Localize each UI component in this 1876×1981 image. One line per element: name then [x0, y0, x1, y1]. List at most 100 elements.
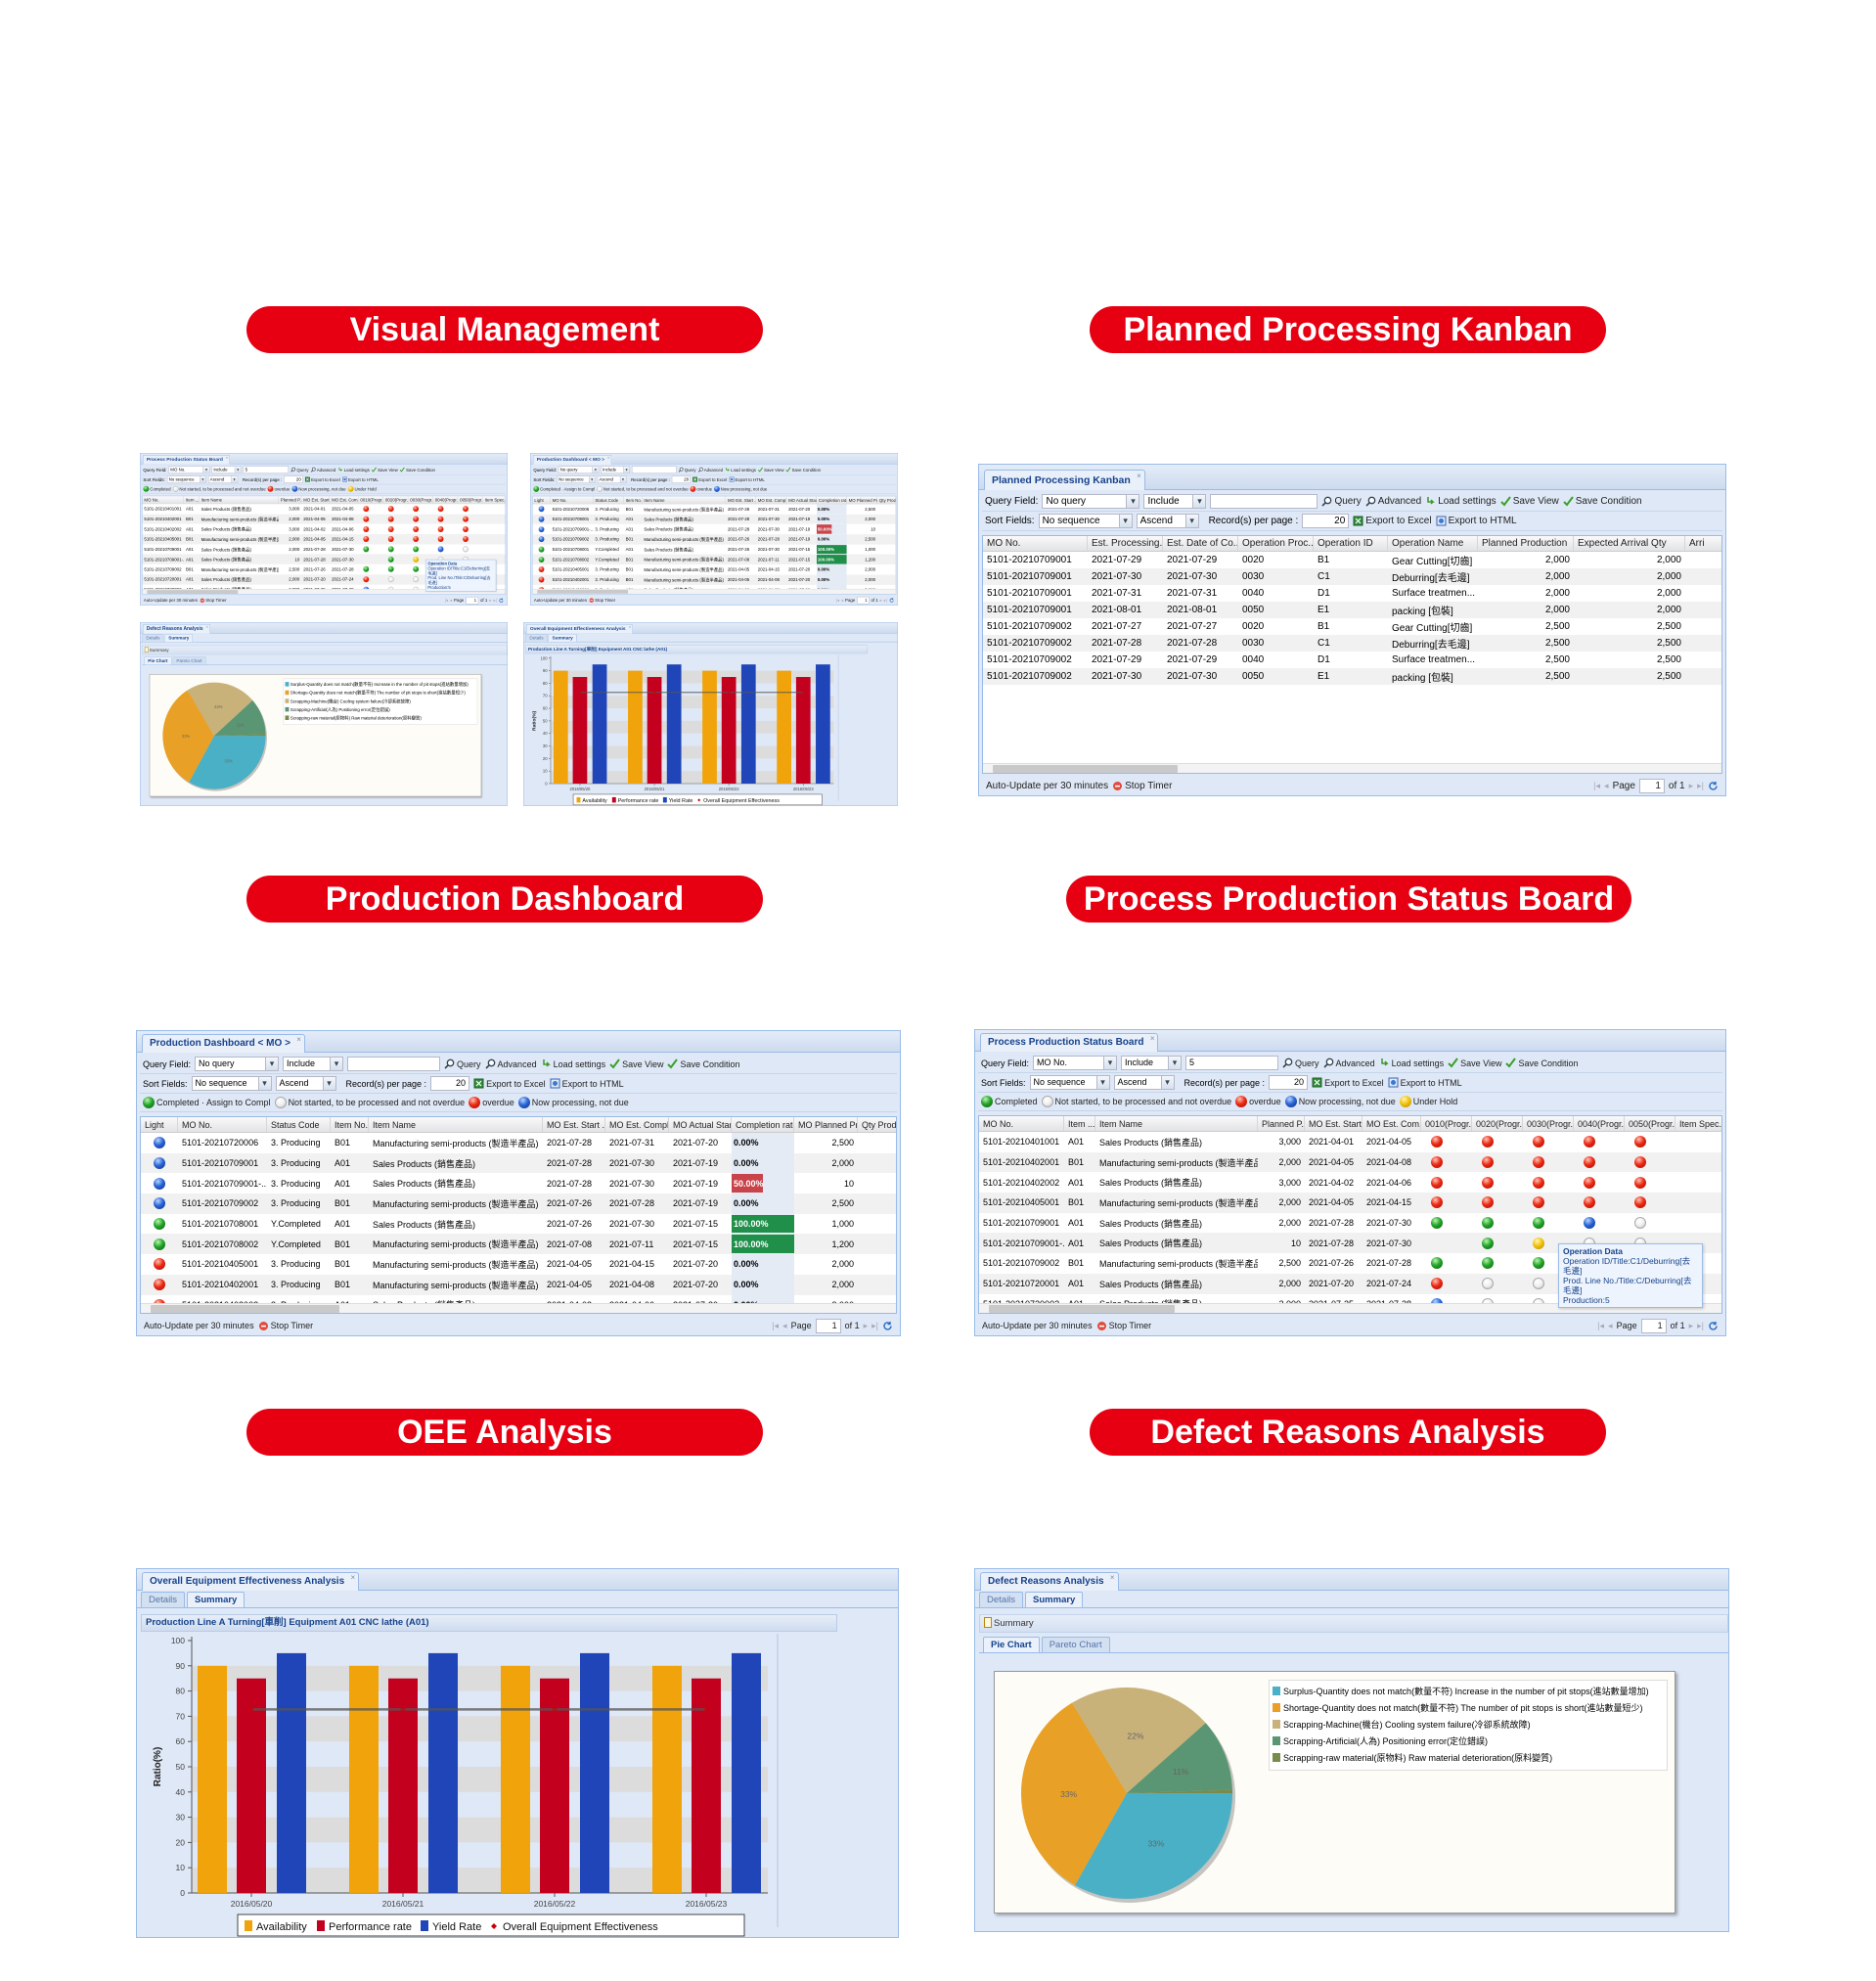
tab-production-dashboard[interactable]: Production Dashboard < MO > ×	[142, 1034, 305, 1053]
column-header[interactable]: Arri	[1685, 536, 1721, 551]
red-light-icon[interactable]	[1482, 1176, 1494, 1189]
last-page-icon[interactable]: ▸|	[883, 597, 888, 603]
records-per-page-input[interactable]: 20	[671, 475, 692, 483]
blue-light-icon[interactable]	[1431, 1297, 1443, 1303]
red-light-icon[interactable]	[1634, 1136, 1646, 1148]
green-light-icon[interactable]	[1431, 1257, 1443, 1270]
table-row[interactable]: 5101-20210709002 3. Producing B01 Manufactu…	[141, 1193, 896, 1214]
blue-light-icon[interactable]	[1584, 1217, 1595, 1230]
tab-pareto-chart[interactable]: Pareto Chart	[172, 656, 206, 665]
white-light-icon[interactable]	[387, 586, 394, 590]
table-row[interactable]: 5101-20210709001-... A01 Sales Products (銷…	[142, 554, 506, 564]
advanced-button[interactable]: Advanced	[1322, 1058, 1375, 1068]
export-html-button[interactable]: Export to HTML	[550, 1078, 624, 1089]
column-header[interactable]: Light	[532, 496, 551, 504]
table-row[interactable]: 5101-20210401001 A01 Sales Products (銷售產品)…	[142, 504, 505, 514]
tab-defect-reasons-analysis[interactable]: Defect Reasons Analysis ×	[980, 1572, 1119, 1591]
table-row[interactable]: 5101-20210709001 2021-08-01 2021-08-01 0050…	[983, 602, 1721, 618]
next-page-icon[interactable]: ▸	[489, 597, 492, 603]
advanced-button[interactable]: Advanced	[310, 467, 335, 473]
table-row[interactable]: 5101-20210720001 A01 Sales Products (銷售產品)…	[979, 1273, 1721, 1294]
table-row[interactable]: 5101-20210405001 3. Producing B01 Manufactu…	[141, 1254, 896, 1275]
export-html-button[interactable]: Export to HTML	[1388, 1077, 1462, 1088]
column-header[interactable]: Qty Prod	[878, 497, 896, 503]
table-row[interactable]: 5101-20210402001 B01 Manufacturing semi-pr…	[142, 514, 506, 524]
red-light-icon[interactable]	[1431, 1176, 1443, 1189]
table-row[interactable]: 5101-20210405001 B01 Manufacturing semi-pr…	[979, 1193, 1721, 1213]
scrollbar-thumb[interactable]	[993, 765, 1178, 773]
red-light-icon[interactable]	[1533, 1156, 1544, 1169]
save-condition-button[interactable]: Save Condition	[399, 467, 435, 473]
red-light-icon[interactable]	[363, 525, 370, 532]
table-row[interactable]: 5101-20210709001 A01 Sales Products (銷售產品)…	[142, 544, 505, 554]
column-header[interactable]: MO Actual Star...	[788, 496, 817, 504]
refresh-icon[interactable]	[889, 598, 894, 603]
column-header[interactable]: Completion rate	[818, 496, 847, 504]
tab-planned-processing-kanban[interactable]: Planned Processing Kanban ×	[984, 470, 1145, 490]
white-light-icon[interactable]	[1533, 1278, 1544, 1290]
red-light-icon[interactable]	[437, 525, 444, 532]
tab-details[interactable]: Details	[979, 1592, 1024, 1607]
query-button[interactable]: Query	[1282, 1058, 1319, 1068]
save-condition-button[interactable]: Save Condition	[785, 467, 821, 473]
page-number-input[interactable]: 1	[466, 596, 479, 605]
sort-order-select[interactable]: Ascend	[1136, 514, 1199, 528]
prev-page-icon[interactable]: ◂	[449, 597, 453, 603]
table-row[interactable]: 5101-20210709002 2021-07-29 2021-07-29 0040…	[983, 652, 1721, 668]
load-settings-button[interactable]: Load settings	[1379, 1058, 1444, 1068]
load-settings-button[interactable]: Load settings	[725, 467, 756, 473]
tab-process-production-status-board[interactable]: Process Production Status Board ×	[980, 1033, 1159, 1052]
column-header[interactable]: MO Est. Start ...	[728, 496, 756, 504]
red-light-icon[interactable]	[363, 536, 370, 543]
column-header[interactable]: MO Est. Start ...	[543, 1117, 605, 1132]
red-light-icon[interactable]	[463, 516, 469, 522]
green-light-icon[interactable]	[413, 546, 420, 553]
prev-page-icon[interactable]: ◂	[782, 1320, 787, 1330]
red-light-icon[interactable]	[387, 536, 394, 543]
scrollbar-thumb[interactable]	[989, 1305, 1175, 1313]
red-light-icon[interactable]	[463, 506, 469, 513]
column-header[interactable]: 0040(Progr...	[434, 496, 459, 504]
column-header[interactable]: MO Planned Pr...	[848, 496, 877, 504]
column-header[interactable]: MO Actual Star...	[669, 1117, 732, 1132]
table-row[interactable]: 5101-20210402002 A01 Sales Products (銷售產品)…	[979, 1172, 1721, 1193]
query-value-input[interactable]	[631, 466, 677, 473]
sort-order-select[interactable]: Ascend	[1113, 1075, 1175, 1090]
close-tab-icon[interactable]: ×	[606, 455, 610, 460]
red-light-icon[interactable]	[387, 525, 394, 532]
query-field-select[interactable]: No query	[558, 466, 600, 473]
green-light-icon[interactable]	[387, 566, 394, 572]
stop-timer-button[interactable]: Stop Timer	[1096, 1321, 1151, 1331]
export-html-button[interactable]: Export to HTML	[1436, 516, 1517, 526]
red-light-icon[interactable]	[1634, 1196, 1646, 1209]
column-header[interactable]: MO Est. Compl...	[605, 1117, 669, 1132]
query-field-select[interactable]: MO No.	[168, 466, 210, 473]
tab-pie-chart[interactable]: Pie Chart	[983, 1637, 1040, 1652]
table-row[interactable]: 5101-20210708002 Y.Completed B01 Manufactur…	[141, 1234, 896, 1255]
last-page-icon[interactable]: ▸|	[871, 1320, 878, 1330]
tab-defect-reasons-analysis[interactable]: Defect Reasons Analysis ×	[142, 624, 210, 634]
red-light-icon[interactable]	[1482, 1196, 1494, 1209]
table-row[interactable]: 5101-20210709002 B01 Manufacturing semi-pr…	[142, 564, 505, 574]
blue-light-icon[interactable]	[437, 546, 444, 553]
column-header[interactable]: 0020(Progr...	[1472, 1116, 1523, 1131]
tab-oee-analysis[interactable]: Overall Equipment Effectiveness Analysis…	[525, 623, 634, 634]
sort-field-select[interactable]: No sequence	[557, 475, 596, 483]
first-page-icon[interactable]: |◂	[772, 1320, 780, 1330]
column-header[interactable]: Item Name	[1095, 1116, 1258, 1131]
table-row[interactable]: 5101-20210708001 Y.Completed A01 Sales Prod…	[532, 544, 895, 555]
green-light-icon[interactable]	[1431, 1217, 1443, 1230]
green-light-icon[interactable]	[363, 566, 370, 572]
white-light-icon[interactable]	[1482, 1278, 1494, 1290]
tab-oee-analysis[interactable]: Overall Equipment Effectiveness Analysis…	[142, 1572, 360, 1591]
refresh-icon[interactable]	[882, 1321, 893, 1331]
red-light-icon[interactable]	[413, 516, 420, 522]
table-row[interactable]: 5101-20210405001 3. Producing B01 Manufactu…	[532, 564, 895, 575]
red-light-icon[interactable]	[1431, 1278, 1443, 1290]
column-header[interactable]: Item No.	[625, 496, 643, 504]
tab-details[interactable]: Details	[142, 634, 164, 643]
export-excel-button[interactable]: Export to Excel	[1353, 516, 1432, 526]
query-operator-select[interactable]: Include	[601, 466, 630, 473]
refresh-icon[interactable]	[499, 598, 504, 603]
column-header[interactable]: Operation Proc...	[1238, 536, 1314, 551]
